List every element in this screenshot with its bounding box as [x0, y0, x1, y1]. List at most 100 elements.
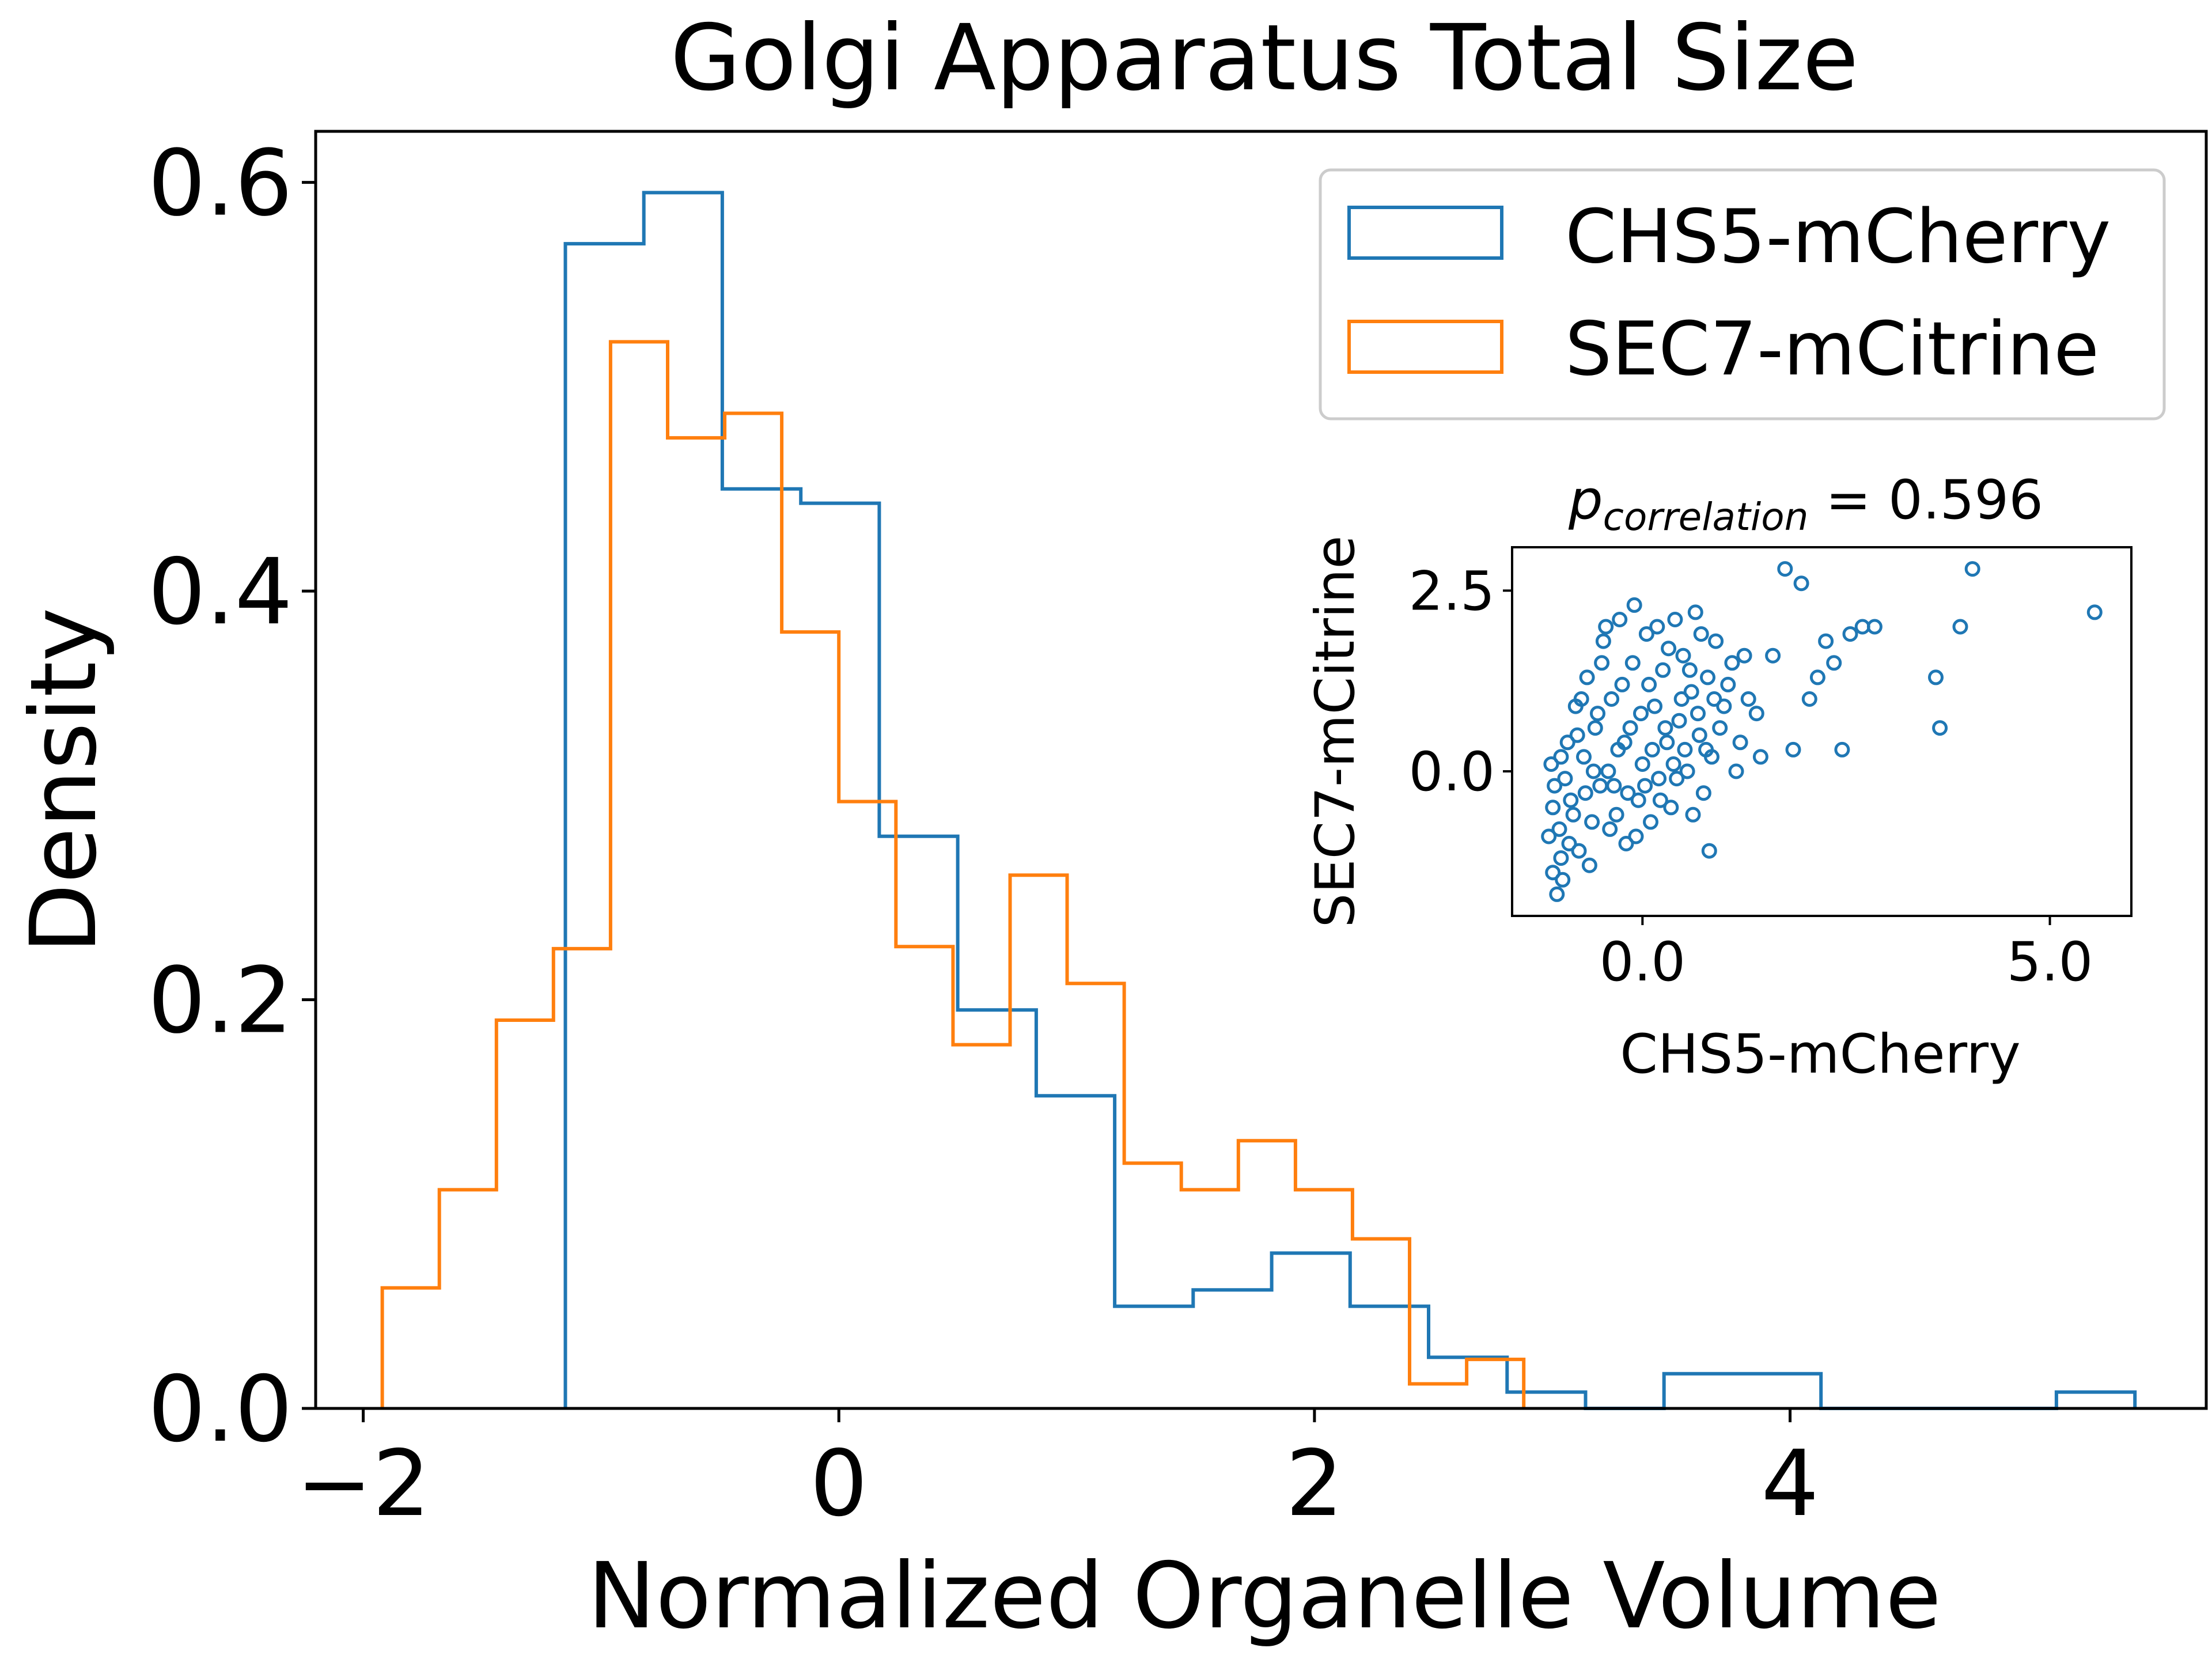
- scatter-point: [1545, 800, 1561, 816]
- scatter-point: [1602, 821, 1618, 837]
- scatter-point: [1712, 720, 1728, 736]
- inset-title-value: = 0.596: [1808, 469, 2043, 532]
- inset-x-tick-label: 5.0: [2007, 931, 2093, 994]
- scatter-point: [1630, 792, 1646, 808]
- scatter-point: [1695, 785, 1711, 801]
- scatter-point: [1720, 676, 1736, 692]
- scatter-point: [1561, 836, 1577, 851]
- scatter-point: [1608, 806, 1624, 823]
- scatter-point: [1834, 741, 1850, 757]
- scatter-point: [1671, 713, 1687, 729]
- scatter-point: [1555, 872, 1571, 888]
- y-tick-label: 0.6: [148, 131, 293, 237]
- histogram-series-sec7-mcitrine: [380, 340, 1526, 1408]
- inset-title-p: p: [1568, 469, 1603, 532]
- scatter-point: [1675, 647, 1691, 664]
- scatter-point: [1569, 727, 1585, 743]
- x-tick-label: −2: [296, 1431, 430, 1537]
- scatter-point: [1633, 706, 1649, 722]
- scatter-point: [1649, 619, 1665, 635]
- main-plot: −2 0 2 4 0.0 0.2 0.4 0.6: [148, 130, 2208, 1537]
- inset-title-subscript: correlation: [1603, 495, 1809, 539]
- scatter-point: [1685, 806, 1701, 823]
- scatter-point: [1683, 684, 1699, 700]
- scatter-point: [1667, 612, 1683, 627]
- scatter-point: [1579, 669, 1595, 685]
- scatter-point: [1551, 821, 1567, 837]
- scatter-point: [1620, 785, 1636, 801]
- scatter-point: [1793, 575, 1809, 592]
- scatter-point: [1661, 641, 1677, 657]
- scatter-point: [1614, 676, 1630, 692]
- inset-title: pcorrelation = 0.596: [1568, 469, 2043, 539]
- scatter-point: [1657, 720, 1673, 736]
- scatter-point: [1665, 756, 1681, 772]
- scatter-point: [1628, 828, 1644, 844]
- scatter-point: [1587, 720, 1603, 736]
- y-tick-label: 0.4: [148, 539, 293, 645]
- scatter-point: [1584, 814, 1600, 830]
- scatter-point: [1673, 691, 1690, 707]
- legend-label-sec7: SEC7-mCitrine: [1565, 306, 2099, 392]
- inset-y-axis-label: SEC7-mCitrine: [1304, 536, 1367, 928]
- scatter-point: [1691, 727, 1707, 743]
- scatter-point: [1928, 669, 1944, 685]
- scatter-point: [1777, 561, 1793, 577]
- scatter-point: [1581, 857, 1597, 873]
- scatter-point: [1652, 792, 1668, 808]
- chart-title: Golgi Apparatus Total Size: [671, 5, 1859, 111]
- y-axis-label: Density: [11, 608, 117, 954]
- scatter-point: [1594, 655, 1610, 671]
- scatter-point: [1765, 647, 1781, 664]
- scatter-point: [1663, 800, 1679, 816]
- scatter-point: [1818, 633, 1834, 649]
- scatter-point: [1571, 843, 1587, 859]
- legend-label-chs5: CHS5-mCherry: [1565, 194, 2111, 280]
- scatter-point: [1559, 734, 1575, 751]
- inset-x-axis-label: CHS5-mCherry: [1620, 1023, 2021, 1086]
- scatter-point: [1687, 604, 1703, 620]
- scatter-point: [1866, 619, 1883, 635]
- legend-swatch-sec7: [1347, 320, 1503, 374]
- scatter-point: [1669, 771, 1685, 787]
- scatter-point: [1541, 828, 1557, 844]
- scatter-point: [1641, 676, 1657, 692]
- x-tick-label: 0: [810, 1431, 868, 1537]
- scatter-point: [1651, 771, 1667, 787]
- scatter-point: [1618, 836, 1634, 851]
- scatter-point: [1724, 655, 1740, 671]
- scatter-point: [1952, 619, 1968, 635]
- scatter-point: [1679, 763, 1695, 779]
- scatter-point: [1557, 771, 1573, 787]
- scatter-point: [1576, 749, 1592, 765]
- scatter-point: [1748, 706, 1764, 722]
- scatter-point: [1809, 669, 1825, 685]
- scatter-point: [1604, 691, 1620, 707]
- scatter-point: [1590, 706, 1605, 722]
- scatter-point: [1677, 741, 1693, 757]
- scatter-point: [1545, 865, 1561, 881]
- scatter-point: [1543, 756, 1559, 772]
- scatter-point: [1732, 734, 1748, 751]
- scatter-point: [1565, 806, 1581, 823]
- scatter-point: [1567, 698, 1584, 714]
- scatter-point: [1801, 691, 1817, 707]
- scatter-point: [1826, 655, 1842, 671]
- scatter-point: [1637, 778, 1653, 794]
- y-tick-label: 0.0: [148, 1357, 293, 1463]
- scatter-point: [1600, 763, 1616, 779]
- legend-frame: [1319, 168, 2166, 421]
- inset-frame: [1511, 546, 2133, 917]
- scatter-point: [1708, 633, 1724, 649]
- scatter-point: [1716, 698, 1732, 714]
- legend: CHS5-mCherry SEC7-mCitrine: [1319, 168, 2166, 421]
- scatter-point: [1553, 850, 1569, 866]
- scatter-point: [1616, 734, 1633, 751]
- scatter-point: [1634, 756, 1650, 772]
- scatter-point: [1647, 698, 1662, 714]
- scatter-point: [1932, 720, 1948, 736]
- scatter-point: [1622, 720, 1638, 736]
- scatter-point: [1736, 647, 1752, 664]
- x-axis-label: Normalized Organelle Volume: [588, 1543, 1941, 1649]
